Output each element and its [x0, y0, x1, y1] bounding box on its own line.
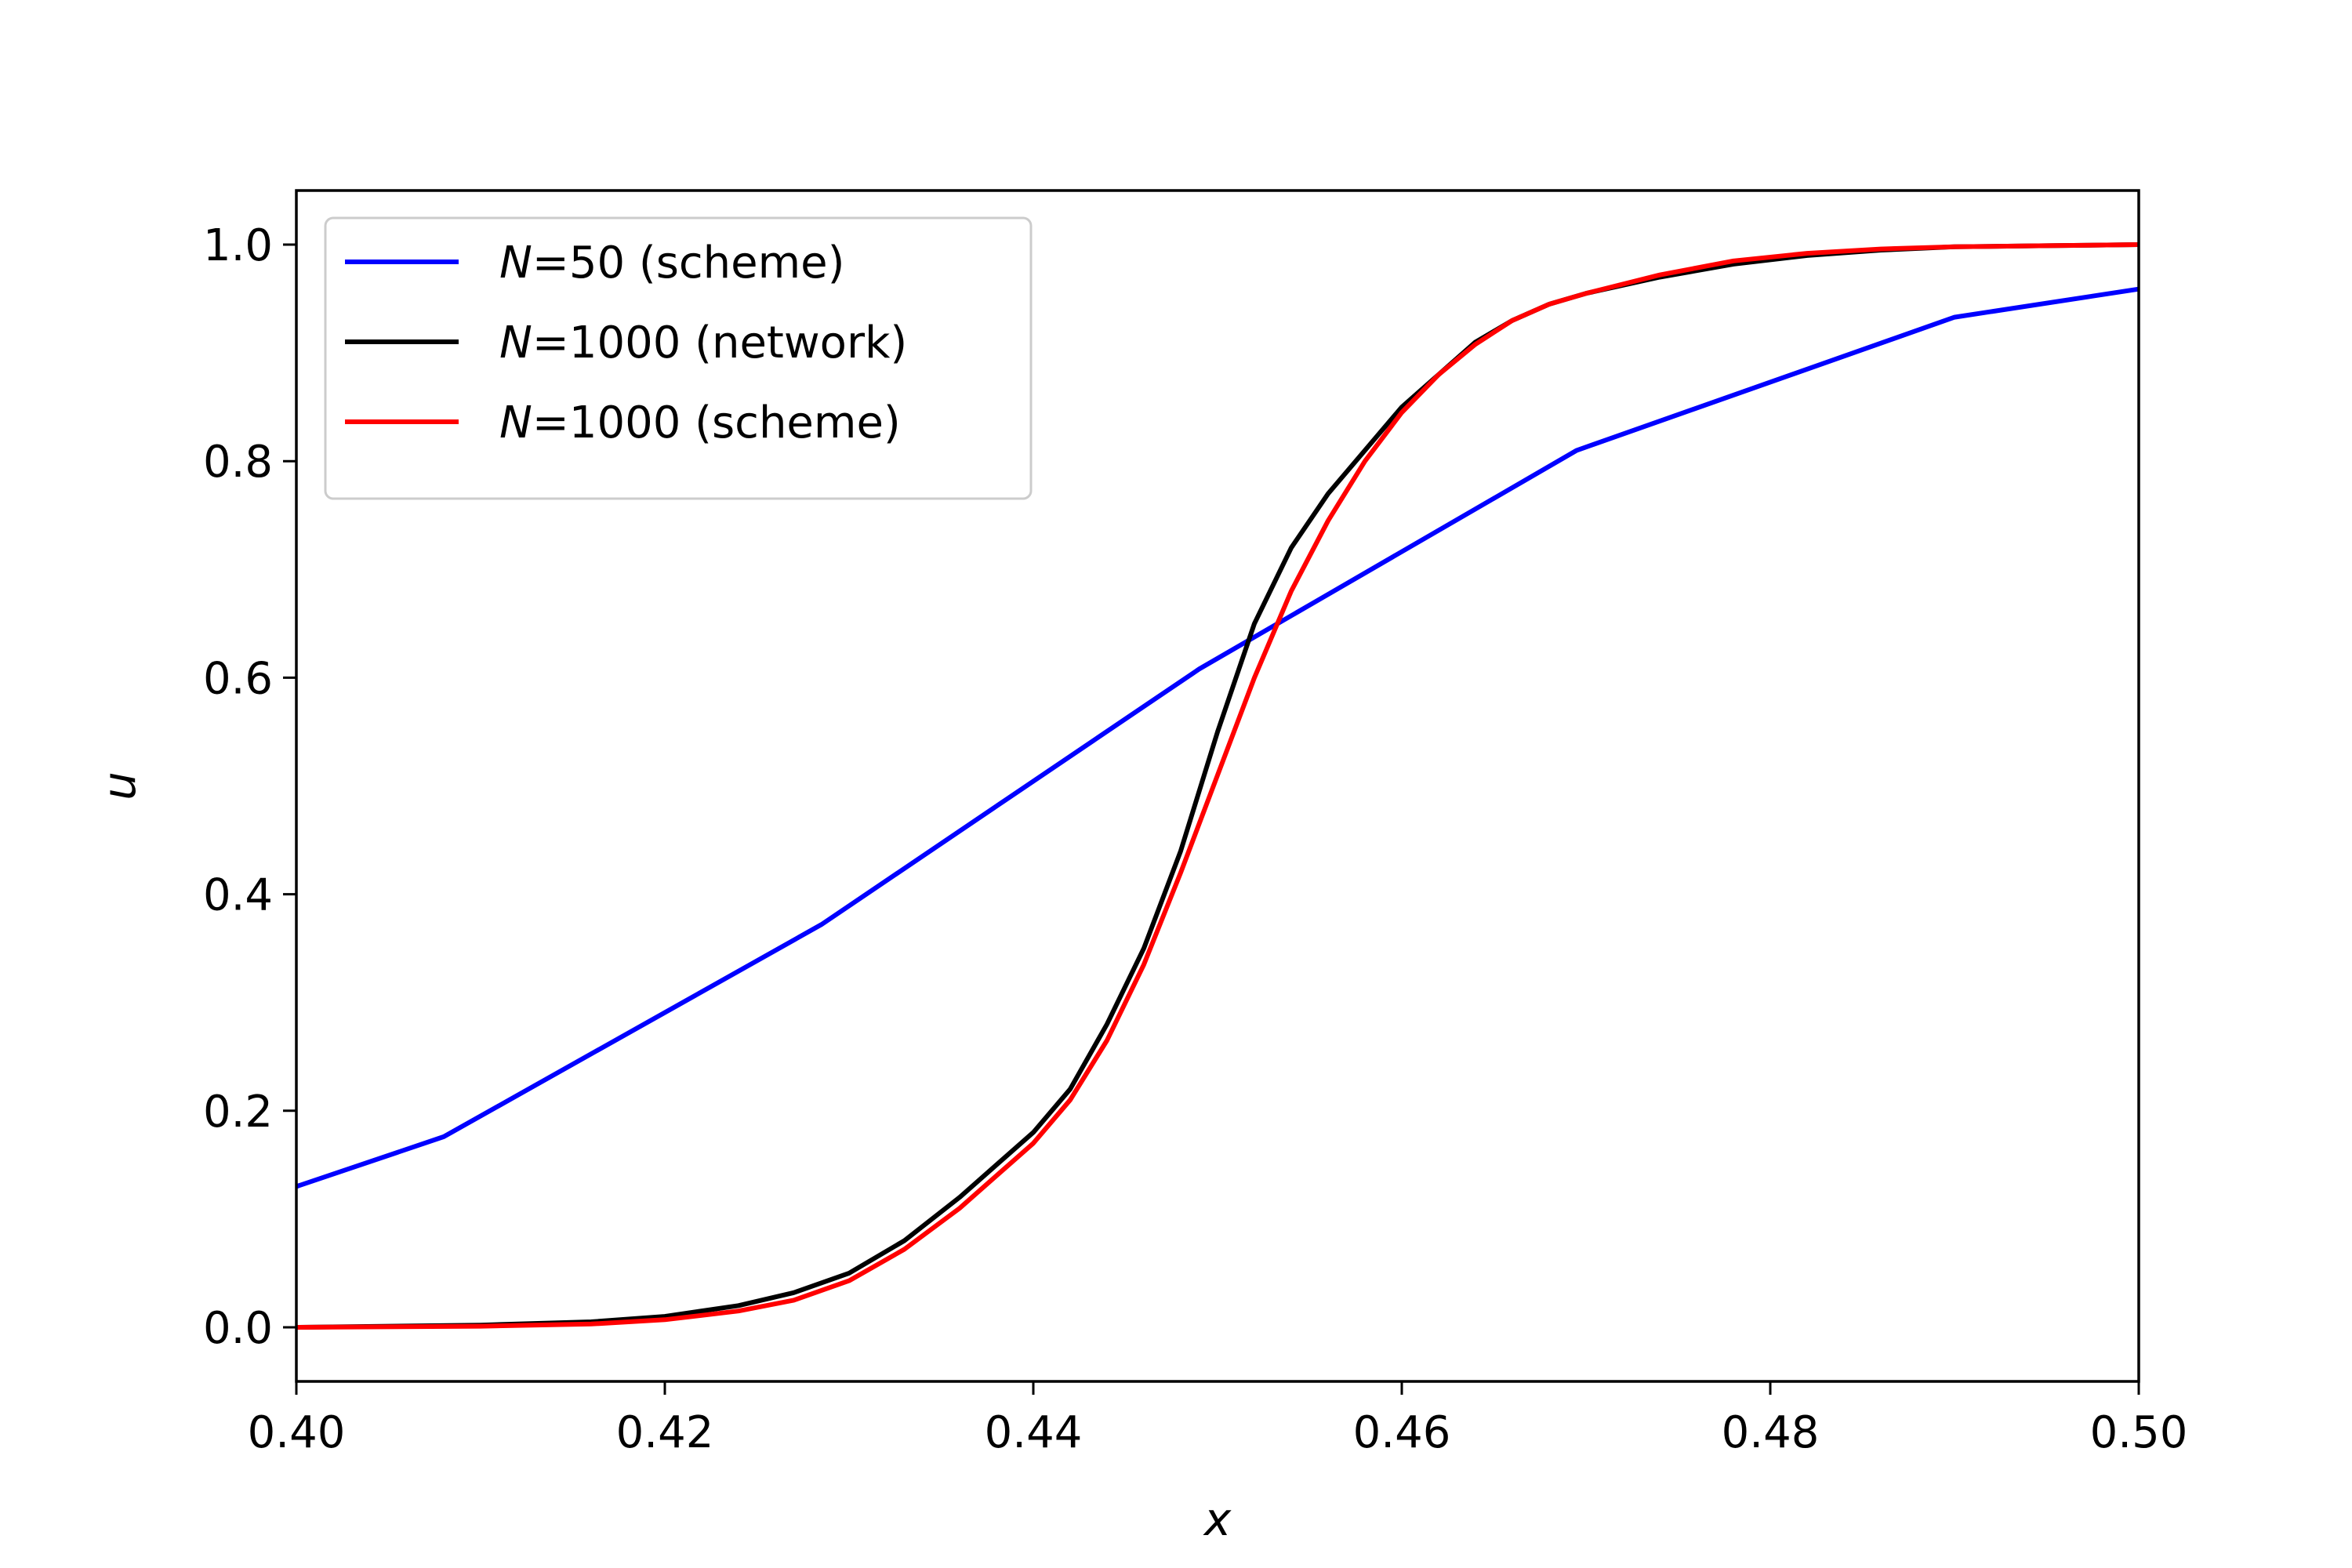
- legend: N=50 (scheme) N=1000 (network) N=1000 (sch…: [324, 216, 1033, 500]
- y-tick-label: 0.2: [203, 1087, 273, 1138]
- legend-label-2: N=1000 (scheme): [499, 397, 901, 448]
- series-layer: [296, 242, 2140, 1330]
- plot-frame: [295, 189, 2140, 1383]
- x-axis-label: x: [1203, 1493, 1232, 1546]
- y-axis-label: u: [93, 771, 146, 800]
- x-tick-label: 0.42: [616, 1407, 714, 1458]
- legend-label-0: N=50 (scheme): [499, 238, 844, 289]
- legend-label-1: N=1000 (network): [499, 318, 907, 368]
- y-tick-label: 0.4: [203, 870, 273, 921]
- y-tick-label: 0.8: [203, 437, 273, 488]
- series-line-0: [296, 286, 2140, 1189]
- series-line-2: [296, 242, 2140, 1330]
- series-line-1: [296, 242, 2140, 1330]
- x-tick-label: 0.50: [2090, 1407, 2188, 1458]
- x-tick-label: 0.44: [985, 1407, 1083, 1458]
- x-axis-ticks: 0.40 0.42 0.44 0.46 0.48 0.50: [248, 1381, 2188, 1458]
- y-axis-ticks: 0.0 0.2 0.4 0.6 0.8 1.0: [203, 220, 296, 1354]
- x-tick-label: 0.46: [1353, 1407, 1451, 1458]
- legend-box: [324, 216, 1033, 500]
- x-tick-label: 0.48: [1722, 1407, 1820, 1458]
- y-tick-label: 0.0: [203, 1303, 273, 1354]
- x-tick-label: 0.40: [248, 1407, 346, 1458]
- y-tick-label: 0.6: [203, 653, 273, 704]
- y-tick-label: 1.0: [203, 220, 273, 271]
